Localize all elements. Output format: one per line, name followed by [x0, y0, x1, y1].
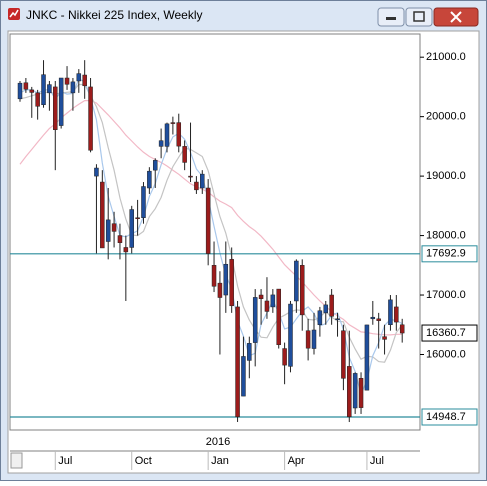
candle-body: [288, 303, 293, 367]
candle-body: [252, 297, 258, 343]
year-label: 2016: [206, 436, 230, 448]
candle-body: [123, 247, 129, 253]
candle-body: [276, 288, 281, 345]
candle-body: [158, 140, 164, 147]
y-tick-label: 19000.0: [426, 170, 466, 182]
candle-body: [258, 294, 264, 299]
candle-body: [88, 86, 93, 151]
candle-body: [211, 265, 217, 287]
candle-body: [47, 84, 52, 94]
candle-body: [388, 299, 393, 326]
candle-body: [311, 329, 317, 349]
candle-body: [100, 181, 105, 249]
candle-body: [358, 378, 364, 408]
candle-body: [29, 89, 35, 93]
candle-body: [235, 306, 240, 418]
y-tick-label: 16000.0: [426, 348, 466, 360]
app-icon-glyph: [9, 9, 19, 18]
x-tick-label: Jul: [58, 455, 72, 467]
candle-body: [352, 373, 358, 409]
candle-body: [188, 175, 193, 178]
minimize-button[interactable]: [377, 7, 405, 27]
candle-body: [94, 167, 99, 177]
price-label-box: [421, 245, 478, 263]
y-tick-label: 17000.0: [426, 289, 466, 301]
restore-button[interactable]: [405, 7, 433, 27]
candle-body: [70, 81, 76, 94]
candle-body: [58, 77, 64, 126]
last-price-label: 16360.7: [426, 327, 466, 339]
x-tick-label: Jul: [370, 455, 384, 467]
price-label: 14948.7: [426, 411, 466, 423]
price-label-box: [421, 408, 478, 426]
candle-body: [394, 306, 399, 323]
candle-body: [200, 173, 205, 189]
candle-body: [229, 259, 234, 307]
candle-body: [347, 366, 352, 418]
candle-body: [117, 235, 123, 243]
close-button[interactable]: [433, 7, 479, 27]
candle-body: [317, 310, 323, 326]
candle-body: [364, 324, 370, 391]
candle-body: [223, 263, 229, 296]
candle-body: [376, 318, 381, 321]
candle-body: [194, 181, 199, 191]
candle-body: [270, 294, 276, 308]
candle-body: [53, 86, 58, 130]
candle-body: [305, 330, 311, 349]
y-tick-label: 20000.0: [426, 111, 466, 123]
candle-body: [111, 223, 117, 232]
candle-body: [217, 282, 223, 298]
candle-body: [152, 160, 158, 171]
candle-body: [382, 336, 387, 340]
price-label: 17692.9: [426, 248, 466, 260]
scroll-handle[interactable]: [10, 452, 23, 469]
candle-body: [299, 265, 305, 316]
y-tick-label: 21000.0: [426, 51, 466, 63]
window-title: JNKC - Nikkei 225 Index, Weekly: [26, 8, 203, 22]
candle-body: [176, 122, 182, 147]
candle-body: [282, 348, 287, 366]
candle-body: [141, 186, 146, 218]
candle-body: [129, 209, 134, 248]
candle-body: [170, 122, 176, 124]
candle-body: [17, 82, 23, 100]
candle-body: [264, 300, 270, 312]
x-tick-label: Jan: [211, 455, 229, 467]
candle-body: [23, 82, 29, 90]
candle-body: [41, 74, 46, 106]
candle-body: [76, 73, 82, 82]
candle-body: [294, 260, 299, 302]
candle-body: [241, 356, 246, 397]
candle-body: [135, 217, 140, 219]
candle-body: [64, 77, 70, 85]
last-price-box: [421, 324, 478, 342]
candle-body: [335, 318, 340, 321]
candle-body: [370, 316, 376, 320]
candle-body: [147, 170, 152, 189]
x-tick-label: Oct: [135, 455, 152, 467]
candle-body: [105, 219, 111, 242]
candle-body: [164, 123, 170, 147]
candle-body: [341, 330, 346, 379]
x-tick-label: Apr: [288, 455, 305, 467]
candle-body: [35, 92, 40, 107]
candle-body: [205, 187, 211, 254]
candle-body: [323, 304, 329, 314]
y-tick-label: 18000.0: [426, 229, 466, 241]
candle-body: [399, 324, 405, 334]
candle-body: [247, 343, 252, 361]
candle-body: [82, 74, 87, 87]
candle-body: [182, 146, 187, 163]
candle-body: [329, 294, 334, 317]
